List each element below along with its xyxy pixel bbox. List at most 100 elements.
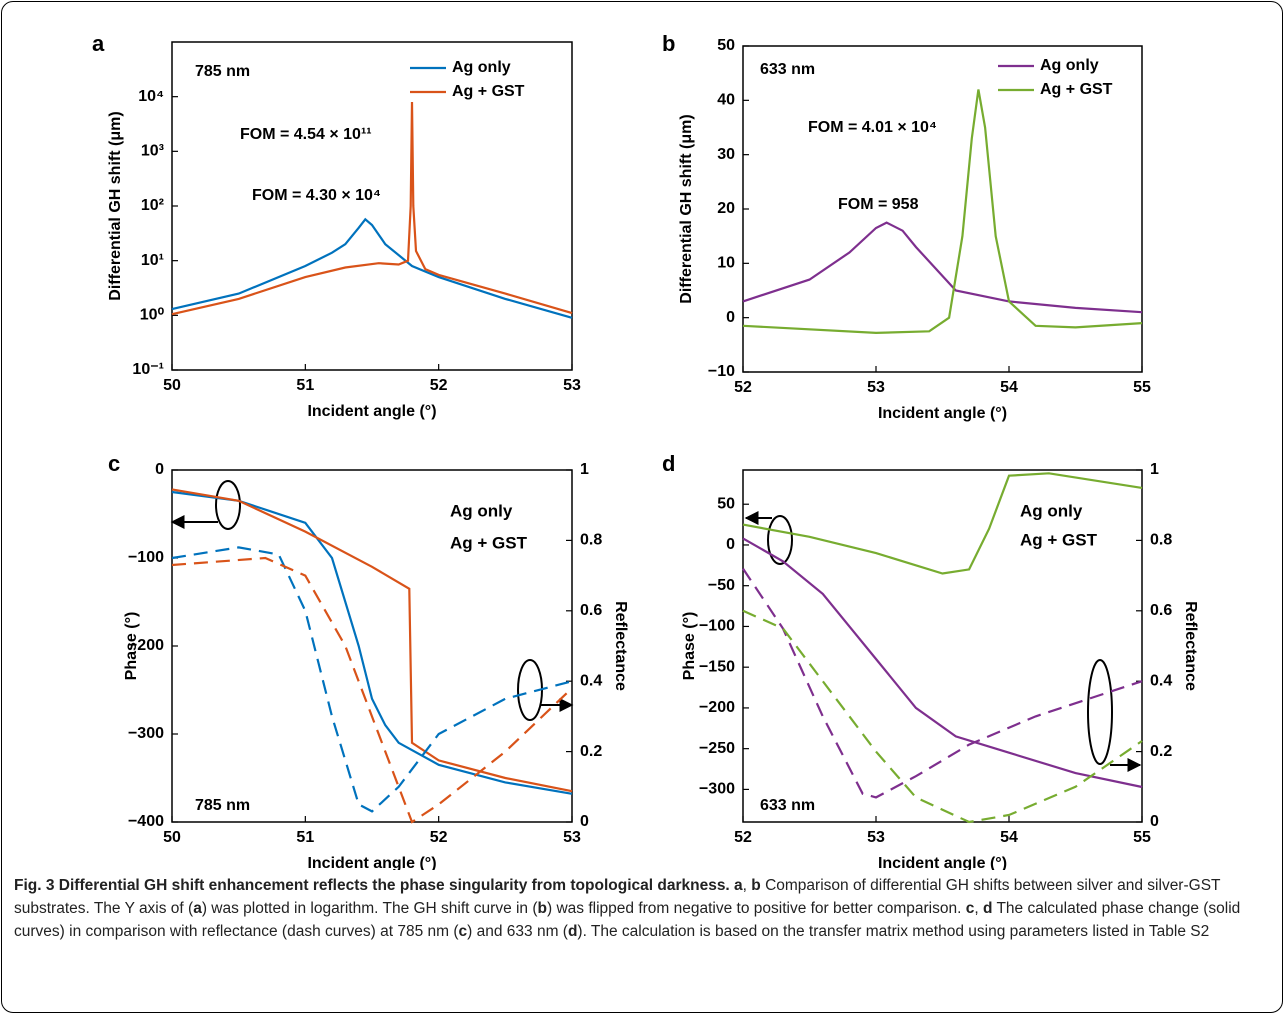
x-tick-label: 50 [163, 829, 181, 846]
caption-run: d [567, 923, 578, 940]
caption-run: ) and 633 nm ( [467, 923, 568, 940]
y-tick-label: −300 [128, 725, 164, 742]
panel-label: a [92, 31, 105, 56]
x-axis-label: Incident angle (°) [878, 855, 1007, 870]
caption-run: c [458, 923, 468, 940]
y-axis-label: Phase (°) [123, 612, 140, 681]
annotation: 785 nm [195, 63, 250, 80]
caption-run: d [982, 900, 993, 917]
y-tick-label: 10² [141, 197, 164, 214]
caption-run: ). The calculation is based on the trans… [577, 923, 1210, 940]
caption-run: , [974, 900, 983, 917]
annotation: FOM = 4.01 × 10⁴ [808, 119, 937, 136]
y-tick-label: −100 [699, 618, 735, 635]
y-tick-label: −10 [708, 363, 735, 380]
x-tick-label: 52 [430, 829, 448, 846]
plot-frame [171, 469, 573, 823]
reflectance-curve [171, 546, 573, 813]
y-tick-label: 10⁴ [138, 88, 164, 105]
y-tick-label: −250 [699, 740, 735, 757]
legend-label: Ag only [450, 501, 513, 520]
caption-run: , [742, 877, 752, 894]
x-axis-label: Incident angle (°) [878, 405, 1007, 422]
legend-label: Ag only [1020, 501, 1083, 520]
x-tick-label: 53 [563, 829, 581, 846]
y-tick-label: −200 [699, 699, 735, 716]
x-tick-label: 54 [1000, 379, 1018, 396]
x-tick-label: 52 [734, 379, 752, 396]
curve [742, 537, 1143, 789]
y-tick-label: −150 [699, 658, 735, 675]
y2-tick-label: 0.4 [580, 672, 602, 689]
legend-label: Ag only [452, 59, 511, 76]
reflectance-curve [742, 567, 1143, 799]
curve [742, 472, 1143, 575]
y2-tick-label: 0 [580, 813, 589, 830]
caption-run: Fig. 3 Differential GH shift enhancement… [14, 877, 743, 894]
x-axis-label: Incident angle (°) [307, 403, 436, 420]
y-tick-label: 50 [717, 37, 735, 54]
y-tick-label: 0 [726, 309, 735, 326]
annotation: 785 nm [195, 797, 250, 814]
y-tick-label: −400 [128, 813, 164, 830]
x-axis-label: Incident angle (°) [307, 855, 436, 870]
caption-run: c [965, 900, 975, 917]
y2-tick-label: 0.8 [1150, 532, 1172, 549]
caption-run: ) was plotted in logarithm. The GH shift… [201, 900, 538, 917]
y-axis-label: Phase (°) [681, 612, 698, 681]
annotation: 633 nm [760, 797, 815, 814]
y2-tick-label: 0.8 [580, 532, 602, 549]
plot-frame [742, 469, 1143, 823]
y2-axis-label: Reflectance [1182, 601, 1199, 691]
caption-run: ) was flipped from negative to positive … [547, 900, 966, 917]
left-axis-oval [215, 480, 241, 530]
curve [742, 221, 1143, 314]
y2-tick-label: 1 [580, 461, 589, 478]
curve [742, 89, 1143, 335]
caption-run: b [751, 877, 761, 894]
annotation: FOM = 958 [838, 196, 919, 213]
x-tick-label: 53 [563, 377, 581, 394]
y-tick-label: 30 [717, 146, 735, 163]
legend-label: Ag + GST [1020, 530, 1098, 549]
x-tick-label: 53 [867, 379, 885, 396]
reflectance-curve [742, 609, 1143, 824]
panel-label: b [662, 31, 675, 56]
x-tick-label: 52 [430, 377, 448, 394]
y-tick-label: 20 [717, 200, 735, 217]
figure: a 50 51 52 53 10⁻¹ 10⁰ 10¹ 10² 10³ 10⁴ Incident ang… [92, 31, 1199, 870]
y-tick-label: −100 [128, 549, 164, 566]
y-tick-label: 10 [717, 255, 735, 272]
y-tick-label: 10⁰ [140, 307, 165, 324]
y-tick-label: −300 [699, 781, 735, 798]
curve [171, 217, 573, 319]
legend-label: Ag + GST [1040, 81, 1113, 98]
y2-tick-label: 0 [1150, 813, 1159, 830]
x-tick-label: 55 [1133, 379, 1151, 396]
curve [171, 101, 573, 316]
x-tick-label: 52 [734, 829, 752, 846]
y-tick-label: 10³ [141, 143, 164, 160]
caption-run: b [537, 900, 547, 917]
y2-tick-label: 0.6 [1150, 602, 1172, 619]
y-tick-label: −200 [128, 637, 164, 654]
right-axis-oval [1087, 659, 1113, 765]
caption-run: Comparison of differential GH shifts bet… [14, 877, 1225, 917]
panel-label: c [108, 451, 120, 476]
y-tick-label: 0 [155, 461, 164, 478]
annotation: FOM = 4.54 × 10¹¹ [240, 126, 372, 143]
y-tick-label: 10⁻¹ [132, 361, 164, 378]
curve [171, 488, 573, 793]
y2-tick-label: 0.2 [580, 743, 602, 760]
legend-label: Ag only [1040, 57, 1099, 74]
legend-label: Ag + GST [450, 533, 528, 552]
y-tick-label: 40 [717, 92, 735, 109]
caption-run: The calculated phase change (solid curve… [14, 900, 1245, 940]
caption: Fig. 3 Differential GH shift enhancement… [14, 874, 1270, 943]
y-axis-label: Differential GH shift (μm) [107, 111, 124, 300]
y2-tick-label: 0.2 [1150, 743, 1172, 760]
curve [171, 490, 573, 795]
left-axis-oval [767, 515, 793, 565]
x-tick-label: 51 [296, 377, 314, 394]
